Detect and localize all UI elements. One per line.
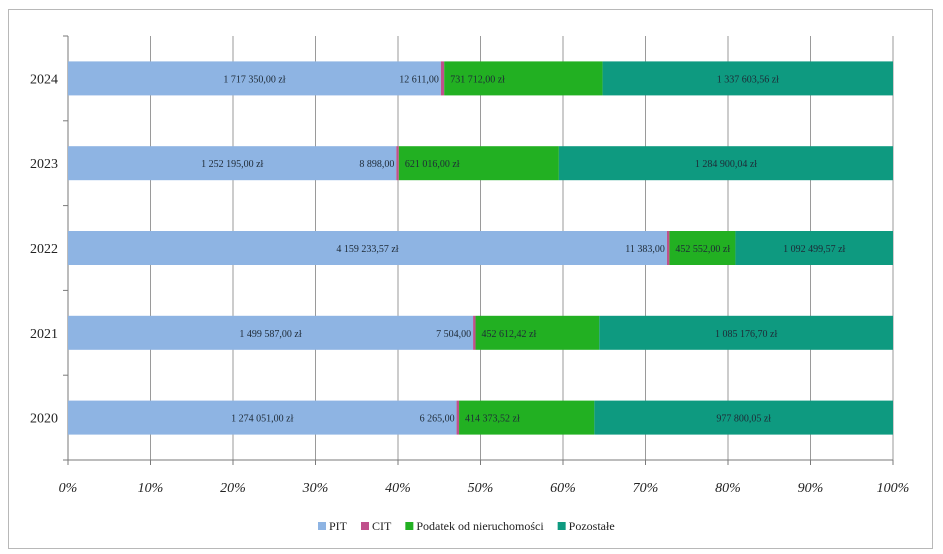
bar-segment <box>735 231 893 265</box>
bar-segment <box>456 400 460 435</box>
x-tick-label: 70% <box>633 481 659 496</box>
bar-segment <box>396 146 399 181</box>
legend-swatch <box>557 522 566 530</box>
data-label: 621 016,00 zł <box>405 159 460 170</box>
legend-label: PIT <box>329 519 348 533</box>
data-label: 1 274 051,00 zł <box>231 414 293 425</box>
data-label: 1 284 900,04 zł <box>695 159 757 170</box>
bar-segment <box>558 146 893 181</box>
bar-segment <box>459 400 595 435</box>
legend-swatch <box>405 522 414 530</box>
data-label: 7 504,00 <box>436 329 471 340</box>
category-label: 2021 <box>30 327 58 342</box>
x-tick-label: 10% <box>138 481 164 496</box>
x-tick-label: 30% <box>302 481 329 496</box>
data-label: 414 373,52 zł <box>465 414 520 425</box>
legend-label: Pozostałe <box>569 519 615 533</box>
bar-segment <box>594 400 893 435</box>
x-tick-label: 100% <box>877 481 910 496</box>
bar-segment <box>669 231 736 265</box>
chart-frame <box>8 9 933 549</box>
bar-segment <box>602 61 893 96</box>
bar-segment <box>666 231 670 265</box>
bar-segment <box>398 146 559 181</box>
x-tick-label: 40% <box>385 481 411 496</box>
bar-segment <box>68 61 441 96</box>
bar-segment <box>599 315 893 350</box>
bar-segment <box>68 231 667 265</box>
x-tick-label: 50% <box>468 481 494 496</box>
data-label: 6 265,00 <box>420 414 455 425</box>
data-label: 12 611,00 <box>399 74 439 85</box>
data-label: 452 612,42 zł <box>482 329 537 340</box>
x-tick-label: 20% <box>220 481 246 496</box>
bar-segment <box>68 315 474 350</box>
category-label: 2023 <box>30 157 58 172</box>
legend-swatch <box>318 522 326 530</box>
data-label: 1 717 350,00 zł <box>223 74 285 85</box>
x-tick-label: 60% <box>550 481 576 496</box>
legend-label: Podatek od nieruchomości <box>416 519 544 533</box>
category-label: 2024 <box>30 72 58 87</box>
bar-segment <box>473 315 476 350</box>
legend-swatch <box>361 522 369 530</box>
legend-label: CIT <box>372 519 392 533</box>
data-label: 8 898,00 <box>359 159 394 170</box>
data-label: 977 800,05 zł <box>716 414 771 425</box>
category-label: 2022 <box>30 242 58 257</box>
data-label: 1 337 603,56 zł <box>717 74 779 85</box>
category-label: 2020 <box>30 412 58 427</box>
data-label: 11 383,00 <box>625 244 665 255</box>
data-label: 1 499 587,00 zł <box>239 329 301 340</box>
bar-segment <box>444 61 603 96</box>
data-label: 1 085 176,70 zł <box>715 329 777 340</box>
data-label: 1 092 499,57 zł <box>783 244 845 255</box>
data-label: 452 552,00 zł <box>675 244 730 255</box>
bar-segment <box>475 315 600 350</box>
bar-segment <box>68 400 457 435</box>
data-label: 1 252 195,00 zł <box>201 159 263 170</box>
data-label: 731 712,00 zł <box>450 74 505 85</box>
x-tick-label: 0% <box>59 481 78 496</box>
x-tick-label: 80% <box>715 481 741 496</box>
x-tick-label: 90% <box>798 481 824 496</box>
data-label: 4 159 233,57 zł <box>336 244 398 255</box>
bar-segment <box>440 61 445 96</box>
bar-segment <box>68 146 397 181</box>
